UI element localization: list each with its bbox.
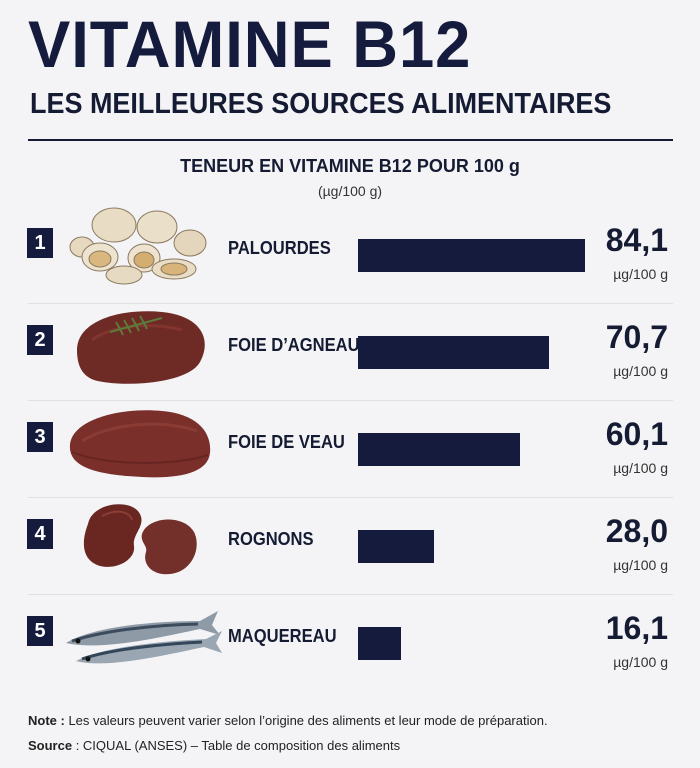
source-label: Source [28, 738, 73, 753]
category-label: FOIE D’AGNEAU [228, 335, 360, 355]
bar [358, 530, 434, 563]
rank-badge: 3 [27, 422, 53, 452]
chart-row: 5 MAQUEREAU 16,1 µg/100 g [0, 594, 700, 692]
mackerel-icon [62, 591, 222, 681]
page-title: VITAMINE B12 [28, 7, 472, 81]
title-divider [28, 139, 673, 141]
category-label: MAQUEREAU [228, 626, 337, 646]
source-text: : CIQUAL (ANSES) – Table de composition … [72, 738, 401, 753]
note-label: Note : [28, 713, 65, 728]
chart-row: 3 FOIE DE VEAU 60,1 µg/100 g [0, 400, 700, 498]
chart-unit: (µg/100 g) [317, 183, 383, 199]
clams-icon [62, 203, 222, 293]
row-divider [28, 497, 673, 498]
value-unit: µg/100 g [613, 460, 668, 476]
rank-badge: 1 [27, 228, 53, 258]
row-divider [28, 303, 673, 304]
row-divider [28, 400, 673, 401]
value-unit: µg/100 g [613, 363, 668, 379]
rank-badge: 5 [27, 616, 53, 646]
source-line: Source : CIQUAL (ANSES) – Table de compo… [28, 738, 400, 753]
value-label: 28,0 [605, 513, 668, 549]
value-label: 60,1 [605, 416, 668, 452]
bar [358, 433, 520, 466]
rank-badge: 2 [27, 325, 53, 355]
value-label: 84,1 [605, 222, 668, 258]
rank-badge: 4 [27, 519, 53, 549]
value-unit: µg/100 g [613, 654, 668, 670]
note-text: Les valeurs peuvent varier selon l’origi… [64, 713, 548, 728]
row-divider [28, 594, 673, 595]
chart-row: 1 PALOURDES 84,1 µg/100 g [0, 207, 700, 304]
bar [358, 627, 401, 660]
value-label: 16,1 [605, 610, 668, 646]
lamb-liver-icon [62, 300, 222, 390]
value-label: 70,7 [605, 319, 668, 355]
category-label: PALOURDES [228, 238, 331, 258]
chart-row: 2 FOIE D’AGNEAU 70,7 µg/100 g [0, 303, 700, 401]
chart-title: TENEUR EN VITAMINE B12 POUR 100 g [180, 156, 520, 176]
value-unit: µg/100 g [613, 557, 668, 573]
page-subtitle: LES MEILLEURES SOURCES ALIMENTAIRES [30, 88, 612, 120]
value-unit: µg/100 g [613, 266, 668, 282]
category-label: ROGNONS [228, 529, 314, 549]
category-label: FOIE DE VEAU [228, 432, 345, 452]
bar [358, 239, 585, 272]
chart-row: 4 ROGNONS 28,0 µg/100 g [0, 497, 700, 595]
bar [358, 336, 549, 369]
kidneys-icon [62, 494, 222, 584]
veal-liver-icon [62, 397, 222, 487]
footnote: Note : Les valeurs peuvent varier selon … [28, 713, 548, 728]
